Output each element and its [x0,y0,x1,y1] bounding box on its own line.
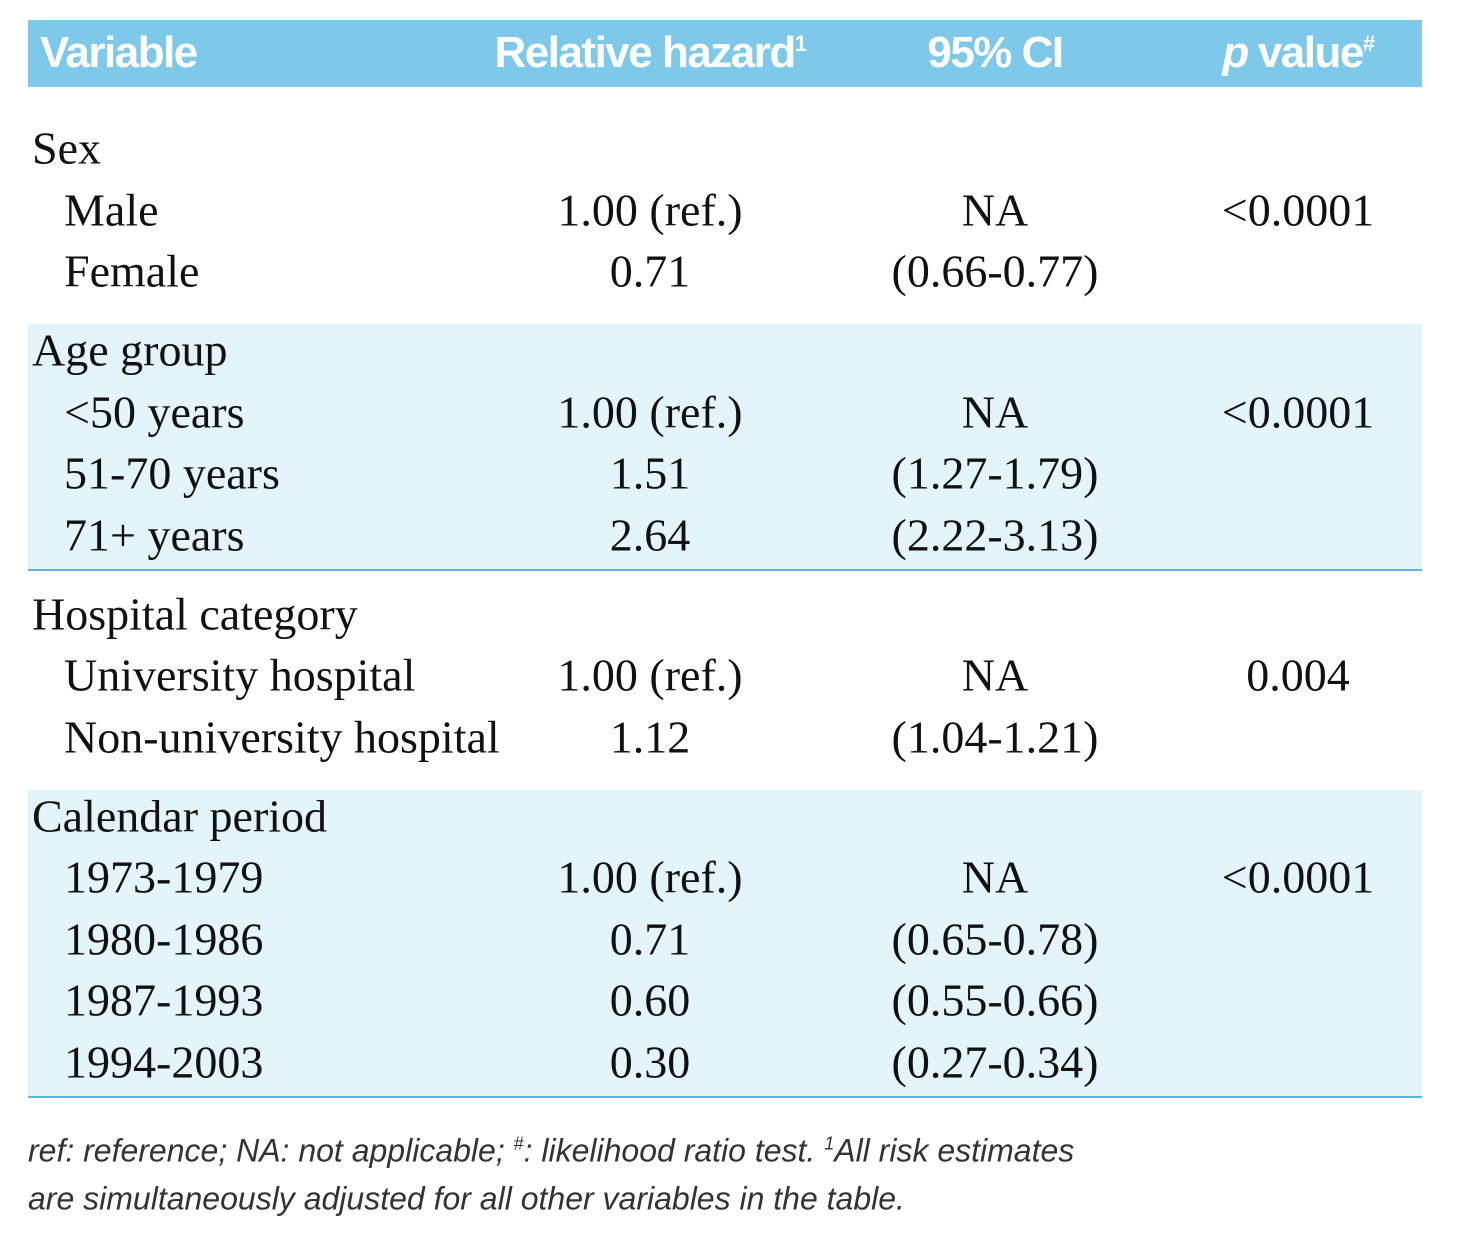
header-cell: 95% CI [927,28,1064,78]
confidence-interval: (0.66-0.77) [891,245,1099,297]
row-label: 51-70 years [64,447,280,499]
footnote-line: ref: reference; NA: not applicable; #: l… [28,1133,1074,1170]
row-label: Female [64,245,200,297]
p-value: <0.0001 [1221,184,1375,235]
p-value: <0.0001 [1221,386,1375,437]
header-text: 95% CI [927,28,1064,77]
row-label: 71+ years [64,509,245,560]
header-text: value [1257,28,1365,77]
footnote-line: are simultaneously adjusted for all othe… [28,1181,905,1218]
relative-hazard: 1.00 (ref.) [557,184,743,235]
header-cell: p value# [1222,28,1375,78]
relative-hazard: 0.30 [609,1036,691,1087]
confidence-interval: NA [961,386,1029,437]
relative-hazard: 1.00 (ref.) [557,386,743,437]
footnote-superscript: # [513,1133,524,1154]
row-label: University hospital [64,649,416,701]
footnote-text: ref: reference; NA: not applicable; [28,1132,514,1169]
row-label: 1980-1986 [64,913,264,964]
row-label: 1987-1993 [64,974,264,1026]
group-label: Calendar period [32,790,328,841]
p-value: 0.004 [1246,649,1350,701]
relative-hazard: 1.00 (ref.) [557,649,743,701]
row-label: Male [64,184,159,235]
header-superscript: 1 [794,31,807,56]
row-label: 1994-2003 [64,1036,264,1087]
group-label: Hospital category [32,588,358,639]
header-italic: p [1222,28,1249,77]
group-label: Age group [32,324,228,376]
relative-hazard: 1.51 [609,447,691,499]
confidence-interval: (0.27-0.34) [891,1036,1099,1087]
header-text: Relative hazard [494,28,796,77]
group-shading [28,789,1422,1098]
header-cell: Relative hazard1 [494,28,807,78]
header-text: Variable [40,28,198,77]
header-superscript: # [1362,31,1375,56]
confidence-interval: (0.65-0.78) [891,913,1099,964]
footnote-superscript: 1 [824,1133,835,1154]
relative-hazard: 0.71 [609,245,691,297]
relative-hazard: 1.12 [609,711,691,762]
confidence-interval: (2.22-3.13) [891,509,1099,560]
relative-hazard: 0.71 [609,913,691,964]
header-cell: Variable [40,28,198,78]
confidence-interval: (0.55-0.66) [891,974,1099,1026]
group-shading [28,324,1422,571]
confidence-interval: NA [961,184,1029,235]
footnote-text: are simultaneously adjusted for all othe… [28,1180,905,1217]
confidence-interval: (1.04-1.21) [891,711,1099,762]
header-band [28,20,1422,87]
p-value: <0.0001 [1221,851,1375,903]
confidence-interval: (1.27-1.79) [891,447,1099,499]
row-label: <50 years [64,386,245,437]
relative-hazard: 2.64 [609,509,691,560]
footnote-text: All risk estimates [834,1132,1075,1169]
group-label: Sex [32,122,101,174]
relative-hazard: 0.60 [609,974,691,1026]
relative-hazard: 1.00 (ref.) [557,851,743,903]
row-label: 1973-1979 [64,851,264,903]
footnote-text: : likelihood ratio test. [523,1132,825,1169]
confidence-interval: NA [961,851,1029,903]
row-label: Non-university hospital [64,711,500,762]
confidence-interval: NA [961,649,1029,701]
